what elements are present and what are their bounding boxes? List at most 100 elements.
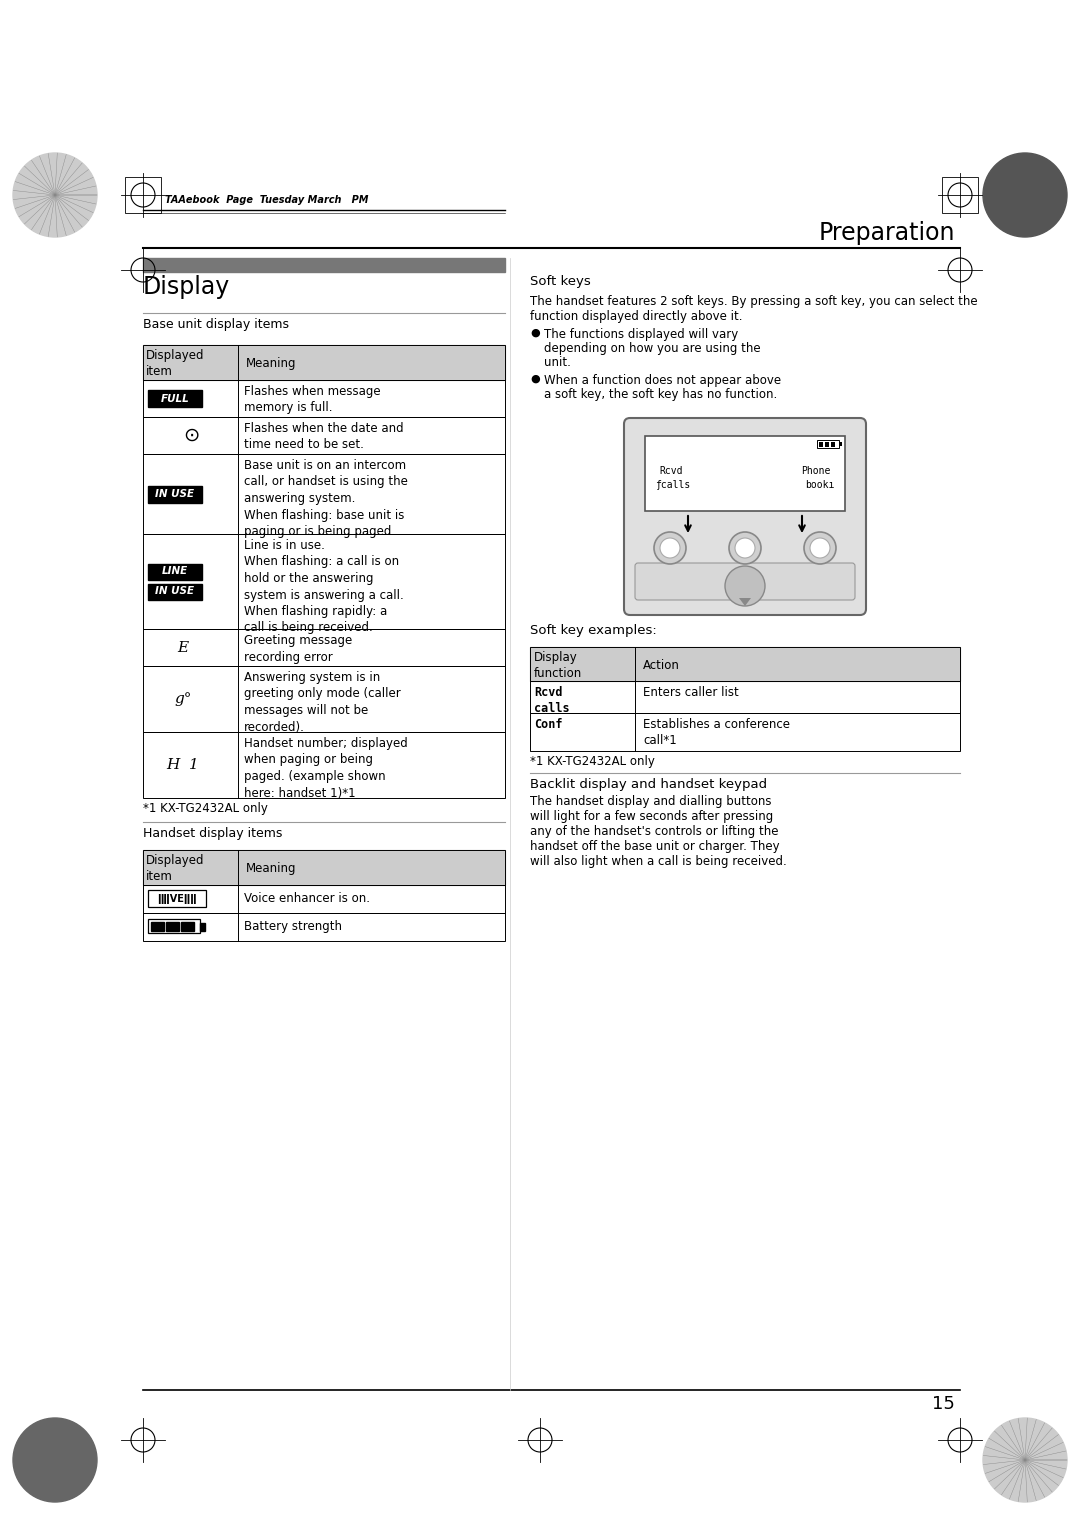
Text: function displayed directly above it.: function displayed directly above it. bbox=[530, 310, 743, 322]
Text: a soft key, the soft key has no function.: a soft key, the soft key has no function… bbox=[544, 388, 778, 400]
Circle shape bbox=[810, 538, 831, 558]
Polygon shape bbox=[739, 597, 751, 607]
Text: FULL: FULL bbox=[161, 394, 189, 403]
Bar bbox=[143, 380, 505, 417]
Text: H  1: H 1 bbox=[166, 758, 200, 772]
Text: ƒcalls: ƒcalls bbox=[654, 480, 690, 490]
Bar bbox=[148, 390, 202, 406]
Circle shape bbox=[13, 1418, 97, 1502]
Bar bbox=[148, 889, 206, 908]
Text: Meaning: Meaning bbox=[246, 862, 297, 876]
Text: Voice enhancer is on.: Voice enhancer is on. bbox=[244, 892, 370, 905]
Text: Soft key examples:: Soft key examples: bbox=[530, 623, 657, 637]
Text: g°: g° bbox=[174, 692, 191, 706]
Text: Flashes when message
memory is full.: Flashes when message memory is full. bbox=[244, 385, 380, 414]
Bar bbox=[645, 435, 845, 510]
Bar bbox=[143, 533, 505, 630]
Text: The functions displayed will vary: The functions displayed will vary bbox=[544, 329, 739, 341]
Circle shape bbox=[660, 538, 680, 558]
Bar bbox=[143, 454, 505, 533]
Text: The handset features 2 soft keys. By pressing a soft key, you can select the: The handset features 2 soft keys. By pre… bbox=[530, 295, 977, 309]
Bar bbox=[148, 564, 202, 579]
Text: Rcvd
calls: Rcvd calls bbox=[534, 686, 569, 715]
Text: Display: Display bbox=[143, 275, 230, 299]
Text: TAAebook  Page  Tuesday March   PM: TAAebook Page Tuesday March PM bbox=[165, 196, 368, 205]
Bar bbox=[816, 440, 839, 448]
Bar bbox=[181, 921, 194, 931]
Bar bbox=[530, 646, 960, 681]
Bar bbox=[143, 345, 505, 380]
Circle shape bbox=[725, 565, 765, 607]
Text: Greeting message
recording error: Greeting message recording error bbox=[244, 634, 352, 663]
Text: *1 KX-TG2432AL only: *1 KX-TG2432AL only bbox=[530, 755, 654, 769]
FancyBboxPatch shape bbox=[635, 562, 855, 601]
Bar bbox=[166, 921, 179, 931]
Bar bbox=[143, 258, 505, 272]
Text: Backlit display and handset keypad: Backlit display and handset keypad bbox=[530, 778, 767, 792]
Text: Establishes a conference
call*1: Establishes a conference call*1 bbox=[643, 718, 789, 747]
Text: unit.: unit. bbox=[544, 356, 571, 368]
Circle shape bbox=[804, 532, 836, 564]
Text: When a function does not appear above: When a function does not appear above bbox=[544, 374, 781, 387]
Bar bbox=[143, 732, 505, 798]
Bar bbox=[148, 918, 200, 934]
Text: Action: Action bbox=[643, 659, 680, 672]
Bar bbox=[819, 442, 823, 446]
Text: ǁǁVEǁǁ: ǁǁVEǁǁ bbox=[158, 894, 197, 905]
Text: ●: ● bbox=[530, 374, 540, 384]
Text: E: E bbox=[177, 640, 189, 654]
Text: IN USE: IN USE bbox=[156, 587, 194, 596]
Text: IN USE: IN USE bbox=[156, 489, 194, 500]
Text: Enters caller list: Enters caller list bbox=[643, 686, 739, 698]
Text: ⊙: ⊙ bbox=[183, 426, 199, 445]
Text: bookı: bookı bbox=[806, 480, 835, 490]
Text: Answering system is in
greeting only mode (caller
messages will not be
recorded): Answering system is in greeting only mod… bbox=[244, 671, 401, 733]
Text: Display
function: Display function bbox=[534, 651, 582, 680]
Text: Phone: Phone bbox=[801, 466, 831, 477]
Text: Rcvd: Rcvd bbox=[659, 466, 683, 477]
Bar bbox=[831, 442, 835, 446]
Circle shape bbox=[735, 538, 755, 558]
Circle shape bbox=[654, 532, 686, 564]
Bar bbox=[148, 584, 202, 599]
Text: Base unit display items: Base unit display items bbox=[143, 318, 289, 332]
Text: Preparation: Preparation bbox=[819, 222, 955, 244]
Bar bbox=[530, 714, 960, 750]
Text: will light for a few seconds after pressing: will light for a few seconds after press… bbox=[530, 810, 773, 824]
Text: 15: 15 bbox=[932, 1395, 955, 1413]
Bar bbox=[143, 850, 505, 885]
Bar bbox=[148, 486, 202, 503]
Bar bbox=[143, 914, 505, 941]
Bar bbox=[143, 630, 505, 666]
Bar bbox=[143, 666, 505, 732]
Circle shape bbox=[729, 532, 761, 564]
Text: ●: ● bbox=[530, 329, 540, 338]
Circle shape bbox=[13, 153, 97, 237]
Text: any of the handset's controls or lifting the: any of the handset's controls or lifting… bbox=[530, 825, 779, 837]
Bar bbox=[151, 921, 164, 931]
Text: Meaning: Meaning bbox=[246, 358, 297, 370]
Text: Handset number; displayed
when paging or being
paged. (example shown
here: hands: Handset number; displayed when paging or… bbox=[244, 736, 408, 799]
Bar bbox=[530, 681, 960, 714]
Bar bbox=[839, 442, 842, 446]
Text: *1 KX-TG2432AL only: *1 KX-TG2432AL only bbox=[143, 802, 268, 814]
Bar bbox=[125, 177, 161, 212]
Text: Battery strength: Battery strength bbox=[244, 920, 342, 934]
Text: Displayed
item: Displayed item bbox=[146, 348, 204, 377]
Text: Base unit is on an intercom
call, or handset is using the
answering system.
When: Base unit is on an intercom call, or han… bbox=[244, 458, 408, 538]
Text: Conf: Conf bbox=[534, 718, 563, 730]
Text: will also light when a call is being received.: will also light when a call is being rec… bbox=[530, 856, 786, 868]
Text: depending on how you are using the: depending on how you are using the bbox=[544, 342, 760, 354]
Text: Soft keys: Soft keys bbox=[530, 275, 591, 287]
Bar bbox=[143, 850, 505, 885]
Text: Displayed
item: Displayed item bbox=[146, 854, 204, 883]
Bar bbox=[825, 442, 829, 446]
Text: handset off the base unit or charger. They: handset off the base unit or charger. Th… bbox=[530, 840, 780, 853]
FancyBboxPatch shape bbox=[624, 419, 866, 614]
Circle shape bbox=[983, 1418, 1067, 1502]
Bar bbox=[143, 885, 505, 914]
Bar bbox=[530, 646, 960, 681]
Bar bbox=[200, 923, 205, 931]
Text: Flashes when the date and
time need to be set.: Flashes when the date and time need to b… bbox=[244, 422, 404, 451]
Bar bbox=[143, 417, 505, 454]
